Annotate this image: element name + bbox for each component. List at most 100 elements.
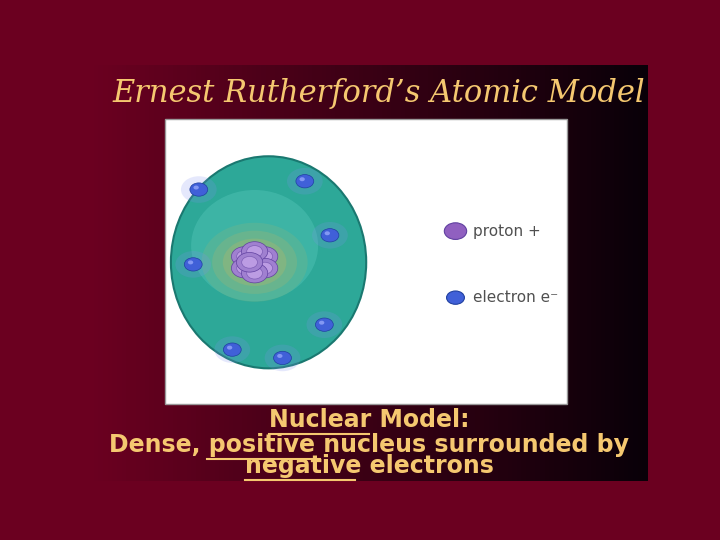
Bar — [239, 65, 244, 481]
Circle shape — [176, 251, 211, 278]
Bar — [523, 65, 528, 481]
Bar — [457, 65, 462, 481]
Bar — [202, 65, 207, 481]
Bar — [183, 65, 188, 481]
Bar — [266, 65, 272, 481]
Bar — [411, 65, 416, 481]
Bar — [364, 65, 369, 481]
Circle shape — [446, 291, 464, 305]
Bar — [490, 65, 495, 481]
Bar — [355, 65, 360, 481]
Circle shape — [237, 262, 253, 274]
Bar — [616, 65, 621, 481]
Bar — [99, 65, 104, 481]
Bar — [541, 65, 546, 481]
Bar — [258, 65, 263, 481]
Bar — [429, 65, 435, 481]
Circle shape — [190, 183, 208, 196]
Bar — [341, 65, 346, 481]
Bar — [169, 65, 174, 481]
Bar — [346, 65, 351, 481]
Bar — [206, 65, 212, 481]
Bar — [351, 65, 356, 481]
Ellipse shape — [191, 190, 318, 301]
Bar — [476, 65, 481, 481]
Bar — [513, 65, 518, 481]
Bar — [336, 65, 342, 481]
Bar — [495, 65, 500, 481]
Bar — [518, 65, 523, 481]
Bar — [629, 65, 634, 481]
Bar — [225, 65, 230, 481]
Bar — [625, 65, 630, 481]
Bar — [253, 65, 258, 481]
Bar — [197, 65, 202, 481]
Circle shape — [237, 251, 253, 262]
Bar — [290, 65, 295, 481]
Bar — [248, 65, 253, 481]
Bar — [132, 65, 137, 481]
Bar — [127, 65, 132, 481]
Bar — [601, 65, 607, 481]
Bar — [109, 65, 114, 481]
Bar — [90, 65, 95, 481]
Bar — [620, 65, 625, 481]
Bar — [402, 65, 407, 481]
Bar — [294, 65, 300, 481]
Circle shape — [241, 253, 268, 272]
Bar — [215, 65, 221, 481]
Bar — [606, 65, 611, 481]
Circle shape — [257, 251, 273, 262]
Bar — [574, 65, 579, 481]
Bar — [369, 65, 374, 481]
Bar — [104, 65, 109, 481]
Ellipse shape — [171, 156, 366, 368]
Bar — [230, 65, 235, 481]
Bar — [122, 65, 127, 481]
Circle shape — [315, 318, 333, 332]
Bar — [546, 65, 551, 481]
Bar — [499, 65, 505, 481]
Bar — [406, 65, 411, 481]
Bar — [309, 65, 314, 481]
Bar — [420, 65, 426, 481]
Circle shape — [257, 262, 273, 274]
Circle shape — [312, 222, 348, 248]
Text: Nuclear Model:: Nuclear Model: — [269, 408, 469, 433]
Circle shape — [444, 223, 467, 239]
Bar — [164, 65, 170, 481]
Bar — [387, 65, 393, 481]
Bar — [174, 65, 179, 481]
Circle shape — [222, 239, 287, 286]
Bar — [453, 65, 458, 481]
Bar — [583, 65, 588, 481]
Bar — [438, 65, 444, 481]
Bar — [281, 65, 286, 481]
Bar — [327, 65, 333, 481]
Bar — [504, 65, 509, 481]
Bar — [150, 65, 156, 481]
Bar — [588, 65, 593, 481]
Bar — [639, 65, 644, 481]
Circle shape — [247, 256, 263, 268]
Bar — [425, 65, 430, 481]
Text: Dense, positive nucleus surrounded by: Dense, positive nucleus surrounded by — [109, 433, 629, 457]
Circle shape — [247, 267, 263, 279]
Bar — [300, 65, 305, 481]
Bar — [462, 65, 467, 481]
Circle shape — [265, 345, 300, 371]
Bar — [467, 65, 472, 481]
Bar — [472, 65, 477, 481]
Bar — [155, 65, 161, 481]
Bar — [318, 65, 323, 481]
Circle shape — [319, 321, 324, 325]
Bar — [360, 65, 365, 481]
Bar — [378, 65, 384, 481]
Bar — [313, 65, 318, 481]
Bar — [527, 65, 532, 481]
Bar — [448, 65, 454, 481]
Circle shape — [321, 228, 339, 242]
Bar — [392, 65, 397, 481]
Circle shape — [241, 242, 268, 261]
Circle shape — [241, 264, 268, 283]
